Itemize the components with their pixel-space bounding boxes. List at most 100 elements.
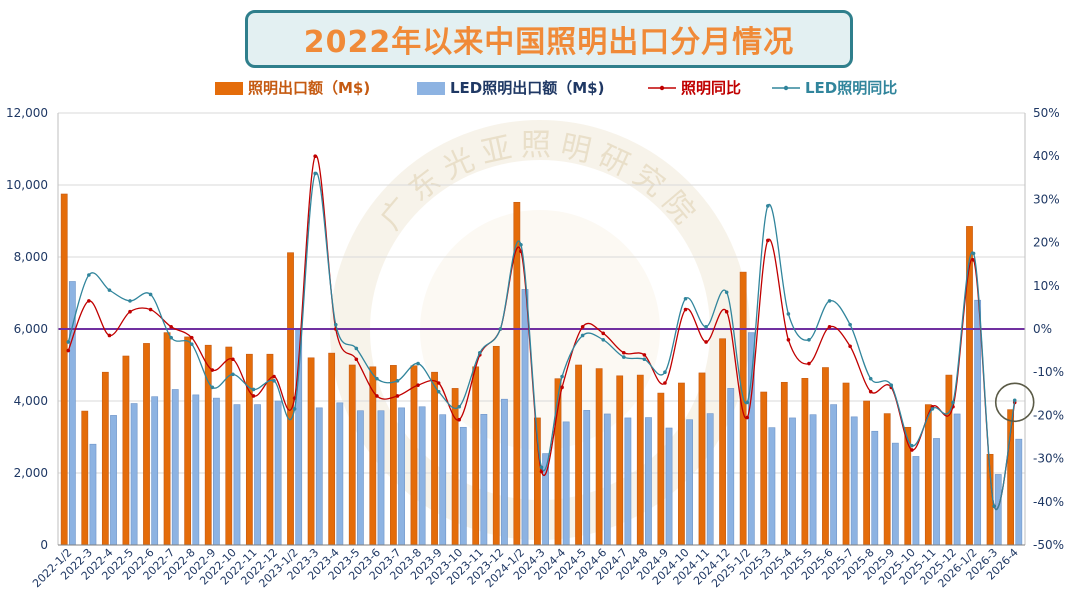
legend-lighting-export-swatch [215, 82, 243, 95]
point-lighting-yoy [107, 333, 112, 338]
point-lighting-yoy [642, 353, 647, 357]
bar-lighting-export [595, 368, 603, 546]
legend-lighting-export-label: 照明出口额（M$) [248, 79, 370, 97]
bar-lighting-export [245, 353, 253, 546]
bar-lighting-export [616, 375, 624, 546]
bar-led-export [459, 426, 467, 546]
bar-lighting-export [492, 345, 500, 546]
point-lighting-yoy [601, 331, 606, 336]
bar-led-export [418, 406, 426, 546]
bar-lighting-export [554, 378, 562, 546]
point-lighting-yoy [683, 307, 688, 312]
point-lighting-yoy [169, 325, 173, 329]
bar-led-export [686, 419, 693, 546]
bar-led-export [357, 410, 364, 546]
y-left-tick-label: 2,000 [14, 466, 48, 480]
point-led-yoy [992, 504, 996, 508]
point-led-yoy [66, 340, 71, 344]
point-led-yoy [169, 335, 173, 340]
point-led-yoy [827, 299, 832, 303]
point-led-yoy [910, 443, 914, 448]
bar-led-export [213, 397, 220, 546]
bar-led-export [254, 404, 261, 546]
y-right-tick-label: 40% [1033, 149, 1060, 163]
bar-lighting-export [390, 365, 397, 546]
bar-led-export [130, 403, 138, 546]
bar-led-export [953, 413, 961, 546]
y-right-tick-label: -50% [1033, 538, 1064, 552]
bar-lighting-export [760, 391, 768, 546]
bar-led-export [439, 414, 447, 546]
point-led-yoy [272, 379, 276, 383]
bar-led-export [521, 289, 529, 546]
bar-led-export [480, 414, 488, 546]
bar-lighting-export [431, 371, 438, 546]
point-led-yoy [231, 372, 235, 377]
legend: 照明出口额（M$) LED照明出口额（M$) 照明同比 LED照明同比 [215, 79, 897, 97]
bar-led-export [151, 396, 159, 546]
bar-lighting-export [204, 344, 212, 546]
annotations [994, 382, 1035, 423]
bar-lighting-export [163, 332, 171, 546]
point-lighting-yoy [621, 350, 626, 355]
point-lighting-yoy [663, 381, 667, 385]
point-lighting-yoy [395, 394, 400, 398]
bar-lighting-export [945, 374, 953, 546]
point-led-yoy [87, 273, 91, 277]
point-led-yoy [848, 322, 852, 327]
point-lighting-yoy [416, 383, 420, 387]
bar-led-export [68, 281, 76, 546]
bar-lighting-export [143, 343, 150, 546]
point-led-yoy [477, 350, 482, 355]
point-led-yoy [642, 357, 647, 362]
bar-lighting-export [101, 371, 109, 546]
point-lighting-yoy [210, 368, 215, 372]
point-led-yoy [724, 290, 729, 295]
point-led-yoy [786, 312, 791, 316]
point-lighting-yoy [272, 374, 276, 379]
y-right-tick-label: 50% [1033, 106, 1060, 120]
bar-lighting-export [883, 413, 891, 546]
point-led-yoy [663, 370, 667, 375]
bar-lighting-export [657, 392, 665, 546]
y-right-tick-label: 30% [1033, 192, 1060, 206]
point-led-yoy [354, 346, 359, 351]
y-right-tick-label: -10% [1033, 365, 1064, 379]
bar-led-export [830, 404, 838, 546]
point-led-yoy [745, 400, 750, 405]
bar-lighting-export [81, 410, 89, 546]
line-series [66, 154, 1017, 511]
point-lighting-yoy [231, 357, 235, 362]
point-led-yoy [457, 404, 462, 409]
bar-lighting-export [122, 355, 130, 546]
bar-lighting-export [451, 388, 459, 546]
point-lighting-yoy [786, 338, 791, 342]
y-right-tick-label: 10% [1033, 279, 1060, 293]
point-lighting-yoy [457, 417, 462, 422]
point-lighting-yoy [580, 325, 585, 329]
point-lighting-yoy [560, 385, 564, 390]
bar-led-export [1015, 438, 1023, 546]
y-right-tick-label: -20% [1033, 408, 1064, 422]
point-led-yoy [128, 299, 132, 303]
bar-lighting-export [266, 353, 274, 546]
point-led-yoy [333, 322, 338, 327]
bar-lighting-export [184, 336, 192, 546]
point-lighting-yoy [745, 415, 750, 420]
point-led-yoy [498, 327, 503, 331]
point-lighting-yoy [807, 361, 811, 366]
point-led-yoy [416, 361, 420, 366]
title-box: 2022年以来中国照明出口分月情况 [245, 10, 853, 68]
bar-lighting-export [410, 365, 418, 546]
point-led-yoy [560, 374, 564, 379]
point-led-yoy [395, 379, 400, 383]
y-left-tick-label: 0 [40, 538, 48, 552]
point-led-yoy [971, 251, 976, 256]
point-led-yoy [601, 338, 606, 342]
point-led-yoy [539, 465, 544, 470]
point-led-yoy [621, 355, 626, 359]
bar-led-export [110, 415, 117, 546]
bar-lighting-export [822, 367, 829, 546]
bar-led-export [501, 398, 508, 546]
